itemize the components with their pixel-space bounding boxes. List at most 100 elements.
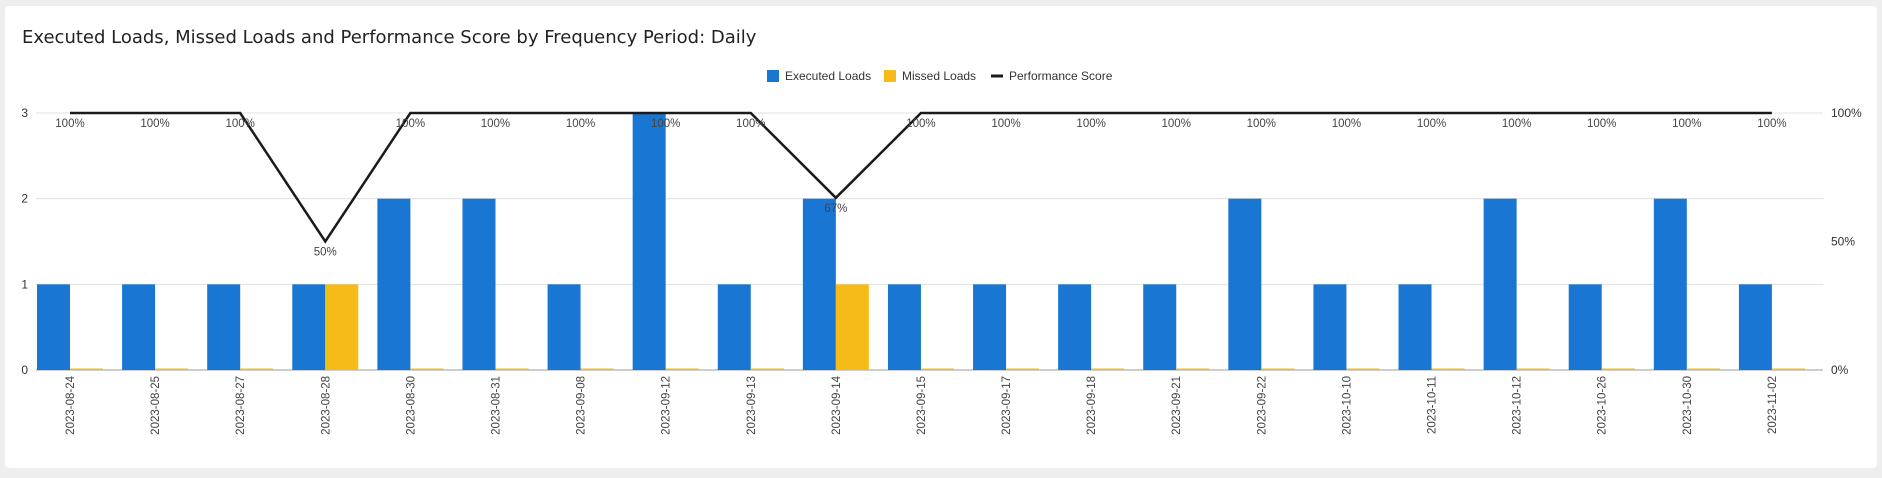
bar-missed-loads — [495, 368, 529, 370]
bar-executed-loads — [1228, 198, 1262, 370]
y-left-tick-label: 1 — [21, 277, 28, 291]
bar-missed-loads — [70, 368, 103, 370]
x-tick-label: 2023-09-08 — [576, 376, 588, 435]
performance-data-label: 100% — [1417, 118, 1446, 130]
performance-data-label: 100% — [1076, 118, 1105, 130]
x-tick-label: 2023-08-31 — [490, 376, 502, 435]
bar-missed-loads — [155, 368, 189, 370]
performance-data-label: 100% — [1332, 118, 1361, 130]
y-left-tick-label: 0 — [21, 363, 28, 377]
x-tick-label: 2023-09-13 — [746, 376, 758, 435]
performance-data-label: 100% — [481, 118, 510, 130]
x-tick-label: 2023-11-02 — [1767, 376, 1779, 434]
performance-data-label: 67% — [824, 203, 847, 215]
performance-data-label: 100% — [1162, 118, 1191, 130]
bar-executed-loads — [462, 198, 496, 370]
x-tick-label: 2023-08-25 — [150, 376, 162, 435]
bar-missed-loads — [665, 368, 699, 370]
bar-executed-loads — [802, 198, 836, 370]
legend-label: Executed Loads — [785, 69, 871, 83]
x-tick-label: 2023-08-30 — [405, 376, 417, 435]
bar-missed-loads — [1601, 368, 1635, 370]
x-tick-label: 2023-10-30 — [1682, 376, 1694, 435]
bar-missed-loads — [325, 284, 359, 370]
chart-title: Executed Loads, Missed Loads and Perform… — [22, 27, 757, 48]
bar-executed-loads — [207, 284, 241, 370]
bar-missed-loads — [835, 284, 869, 370]
performance-data-label: 100% — [1502, 118, 1531, 130]
bar-executed-loads — [887, 284, 921, 370]
bar-missed-loads — [240, 368, 274, 370]
bar-executed-loads — [1143, 284, 1177, 370]
y-right-tick-label: 100% — [1831, 106, 1862, 120]
bar-executed-loads — [1483, 198, 1517, 370]
performance-data-label: 100% — [140, 118, 169, 130]
performance-data-label: 100% — [1672, 118, 1701, 130]
performance-data-label: 100% — [906, 118, 935, 130]
bar-executed-loads — [1398, 284, 1432, 370]
bar-executed-loads — [377, 198, 411, 370]
bar-missed-loads — [920, 368, 954, 370]
bar-executed-loads — [632, 113, 666, 370]
bar-missed-loads — [1006, 368, 1040, 370]
performance-data-label: 100% — [1247, 118, 1276, 130]
bar-missed-loads — [1516, 368, 1550, 370]
performance-data-label: 100% — [1587, 118, 1616, 130]
x-tick-label: 2023-09-17 — [1001, 376, 1013, 435]
bar-missed-loads — [580, 368, 614, 370]
x-tick-label: 2023-09-22 — [1256, 376, 1268, 435]
x-tick-label: 2023-10-26 — [1597, 376, 1609, 435]
performance-data-label: 100% — [991, 118, 1020, 130]
bar-executed-loads — [1058, 284, 1092, 370]
bar-executed-loads — [37, 284, 70, 370]
bar-executed-loads — [122, 284, 156, 370]
legend-label: Performance Score — [1009, 69, 1113, 83]
chart-card — [5, 6, 1877, 468]
bar-executed-loads — [1738, 284, 1772, 370]
bar-executed-loads — [973, 284, 1007, 370]
y-right-tick-label: 50% — [1831, 235, 1855, 249]
bar-executed-loads — [717, 284, 751, 370]
bar-executed-loads — [292, 284, 326, 370]
x-tick-label: 2023-10-12 — [1512, 376, 1524, 435]
x-tick-label: 2023-09-12 — [661, 376, 673, 435]
x-tick-label: 2023-09-21 — [1171, 376, 1183, 435]
x-tick-label: 2023-09-18 — [1086, 376, 1098, 435]
line-performance-score — [70, 111, 1772, 244]
x-tick-label: 2023-09-15 — [916, 376, 928, 435]
performance-data-label: 100% — [736, 118, 765, 130]
bar-missed-loads — [1346, 368, 1380, 370]
bar-missed-loads — [1176, 368, 1210, 370]
performance-data-label: 100% — [566, 118, 595, 130]
x-tick-label: 2023-08-28 — [320, 376, 332, 435]
legend-swatch — [884, 70, 896, 82]
bar-missed-loads — [1686, 368, 1720, 370]
legend-label: Missed Loads — [902, 69, 976, 83]
x-tick-label: 2023-08-27 — [235, 376, 247, 435]
legend-swatch — [767, 70, 779, 82]
x-tick-label: 2023-10-11 — [1427, 376, 1439, 434]
performance-data-label: 100% — [651, 118, 680, 130]
y-left-tick-label: 3 — [21, 106, 28, 120]
x-tick-label: 2023-09-14 — [831, 375, 843, 434]
bar-missed-loads — [1771, 368, 1805, 370]
performance-data-label: 100% — [225, 118, 254, 130]
bar-missed-loads — [750, 368, 784, 370]
x-tick-label: 2023-10-10 — [1341, 376, 1353, 435]
bar-executed-loads — [1653, 198, 1687, 370]
bar-executed-loads — [1568, 284, 1602, 370]
performance-data-label: 50% — [314, 247, 337, 259]
performance-data-label: 100% — [55, 118, 84, 130]
x-tick-label: 2023-08-24 — [65, 375, 77, 434]
bar-missed-loads — [410, 368, 444, 370]
y-left-tick-label: 2 — [21, 192, 28, 206]
performance-data-label: 100% — [396, 118, 425, 130]
bar-executed-loads — [547, 284, 581, 370]
bar-executed-loads — [1313, 284, 1347, 370]
performance-data-label: 100% — [1757, 118, 1786, 130]
bar-missed-loads — [1091, 368, 1125, 370]
bar-missed-loads — [1431, 368, 1465, 370]
y-right-tick-label: 0% — [1831, 363, 1849, 377]
bar-missed-loads — [1261, 368, 1295, 370]
